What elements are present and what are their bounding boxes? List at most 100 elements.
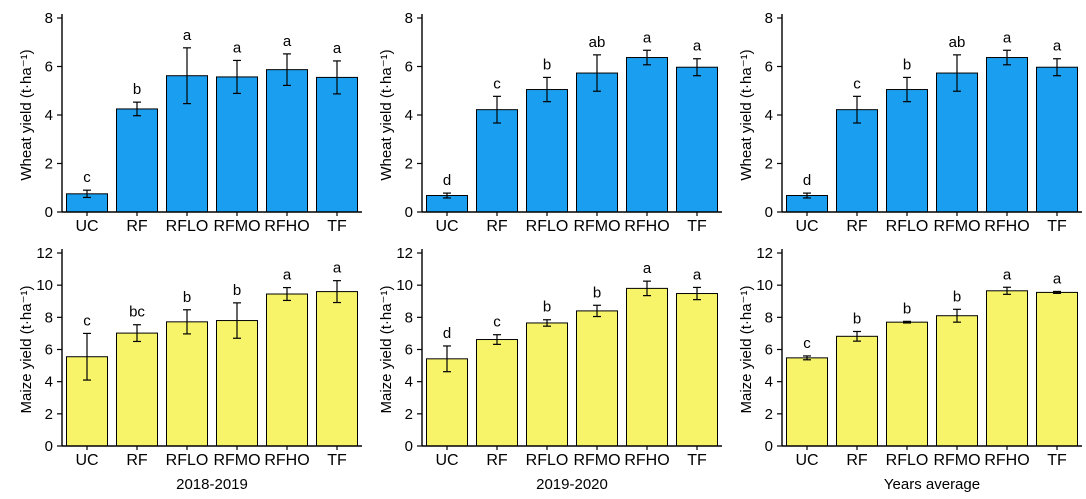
bar-TF [316, 291, 358, 447]
x-tick-label: RFMO [573, 452, 620, 469]
error-bar-UC [83, 189, 91, 199]
significance-letter: ab [949, 34, 966, 51]
x-tick-label: RFHO [624, 452, 669, 469]
significance-letter: a [333, 40, 342, 57]
bar-RFHO [626, 57, 668, 213]
y-tick-label: 2 [405, 406, 413, 423]
error-bar-RF [493, 334, 501, 345]
error-bar-RF [853, 330, 861, 342]
y-tick-label: 0 [405, 438, 413, 455]
error-bar-RFHO [1003, 49, 1011, 66]
x-tick-label: TF [1047, 218, 1067, 235]
y-tick-label: 8 [405, 309, 413, 326]
y-tick-label: 0 [405, 204, 413, 221]
x-tick-label: RFMO [213, 452, 260, 469]
bar-RFLO [886, 89, 928, 213]
significance-letter: c [803, 335, 811, 352]
bar-RFLO [526, 89, 568, 213]
y-axis-label: Maize yield (t·ha⁻¹) [18, 286, 35, 414]
y-axis-label: Wheat yield (t·ha⁻¹) [378, 49, 395, 180]
y-tick-label: 6 [45, 59, 53, 76]
x-tick-label: RF [846, 218, 868, 235]
y-axis-label: Maize yield (t·ha⁻¹) [378, 286, 395, 414]
error-bar-RFMO [953, 308, 961, 323]
error-bar-RFHO [283, 53, 291, 87]
x-tick-label: RF [126, 452, 148, 469]
significance-letter: b [233, 282, 241, 299]
x-tick-label: RFLO [166, 218, 209, 235]
significance-letter: a [1003, 266, 1012, 283]
error-bar-TF [1053, 290, 1061, 294]
significance-letter: b [183, 289, 191, 306]
x-tick-label: UC [795, 452, 818, 469]
x-tick-label: RF [846, 452, 868, 469]
significance-letter: b [543, 299, 551, 316]
y-tick-label: 4 [45, 374, 53, 391]
y-tick-label: 10 [36, 277, 53, 294]
x-tick-label: RFMO [933, 218, 980, 235]
significance-letter: a [643, 260, 652, 277]
x-tick-label: UC [435, 452, 458, 469]
error-bar-RFLO [903, 76, 911, 103]
bar-RFLO [166, 321, 208, 447]
x-axis-label: Years average [884, 476, 980, 493]
error-bar-RFHO [283, 286, 291, 302]
error-bar-RF [853, 95, 861, 124]
bar-TF [316, 76, 358, 213]
y-tick-label: 2 [45, 406, 53, 423]
y-tick-label: 4 [765, 374, 773, 391]
significance-letter: a [693, 266, 702, 283]
error-bar-TF [333, 280, 341, 304]
chart-panel-wheat-average: d UC c RF b RFLO ab RFMO a RFHO a TF 0 2 4 6 8 Wheat yiel… [738, 10, 1082, 235]
bar-RFMO [936, 72, 978, 213]
x-tick-label: RFLO [526, 218, 569, 235]
x-tick-label: TF [1047, 452, 1067, 469]
error-bar-RFMO [593, 54, 601, 92]
significance-letter: a [1053, 270, 1062, 287]
chart-panel-wheat-2019-2020: d UC c RF b RFLO ab RFMO a RFHO a TF 0 2 4 6 8 Wheat yiel… [378, 10, 722, 235]
bar-RF [116, 108, 158, 213]
y-axis-label: Wheat yield (t·ha⁻¹) [18, 49, 35, 180]
error-bar-TF [693, 58, 701, 77]
significance-letter: ab [589, 34, 606, 51]
x-tick-label: RFHO [984, 452, 1029, 469]
significance-letter: c [83, 312, 91, 329]
x-tick-label: UC [75, 218, 98, 235]
x-tick-label: RFHO [984, 218, 1029, 235]
x-axis-label: 2019-2020 [536, 476, 608, 493]
bar-UC [786, 357, 828, 447]
error-bar-RFHO [643, 49, 651, 66]
error-bar-UC [83, 332, 91, 381]
x-tick-label: RFLO [526, 452, 569, 469]
y-tick-label: 0 [45, 204, 53, 221]
x-tick-label: UC [435, 218, 458, 235]
significance-letter: a [183, 27, 192, 44]
error-bar-RFMO [593, 304, 601, 318]
error-bar-RFLO [183, 47, 191, 105]
significance-letter: b [543, 56, 551, 73]
error-bar-TF [693, 286, 701, 301]
bar-RF [476, 109, 518, 213]
y-tick-label: 2 [765, 156, 773, 173]
x-tick-label: RF [486, 452, 508, 469]
y-tick-label: 2 [45, 156, 53, 173]
significance-letter: b [133, 81, 141, 98]
error-bar-UC [443, 345, 451, 373]
y-tick-label: 8 [405, 10, 413, 27]
error-bar-RFMO [233, 59, 241, 95]
error-bar-RF [133, 324, 141, 343]
bar-RFMO [936, 315, 978, 447]
error-bar-RFMO [233, 302, 241, 339]
error-bar-TF [1053, 58, 1061, 77]
significance-letter: a [1053, 38, 1062, 55]
significance-letter: a [233, 39, 242, 56]
significance-letter: b [903, 56, 911, 73]
error-bar-RFHO [643, 280, 651, 297]
bar-RF [476, 339, 518, 447]
significance-letter: a [693, 38, 702, 55]
significance-letter: c [493, 314, 501, 331]
y-tick-label: 6 [765, 342, 773, 359]
significance-letter: bc [129, 304, 145, 321]
x-tick-label: RFMO [573, 218, 620, 235]
error-bar-RFMO [953, 54, 961, 92]
